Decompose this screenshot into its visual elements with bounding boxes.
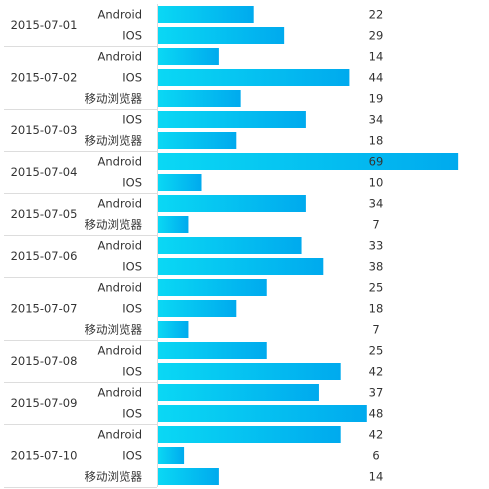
bar xyxy=(158,363,341,380)
bar xyxy=(158,216,189,233)
value-label: 18 xyxy=(369,134,384,148)
bar xyxy=(158,384,319,401)
category-label: Android xyxy=(98,239,142,253)
bar xyxy=(158,132,237,149)
bars xyxy=(158,6,459,485)
category-label: IOS xyxy=(122,365,142,379)
bar xyxy=(158,468,219,485)
bar xyxy=(158,447,185,464)
value-label: 37 xyxy=(369,386,384,400)
value-label: 69 xyxy=(369,155,384,169)
date-label: 2015-07-02 xyxy=(11,71,78,85)
value-label: 7 xyxy=(372,218,379,232)
value-label: 18 xyxy=(369,302,384,316)
category-label: IOS xyxy=(122,260,142,274)
value-label: 44 xyxy=(369,71,384,85)
category-label: 移动浏览器 xyxy=(85,218,143,232)
category-label: 移动浏览器 xyxy=(85,470,143,484)
date-label: 2015-07-07 xyxy=(11,302,78,316)
value-label: 48 xyxy=(369,407,384,421)
value-label: 7 xyxy=(372,323,379,337)
date-label: 2015-07-10 xyxy=(11,449,78,463)
category-label: Android xyxy=(98,386,142,400)
category-label: Android xyxy=(98,8,142,22)
category-label: Android xyxy=(98,155,142,169)
bar xyxy=(158,405,367,422)
category-label: IOS xyxy=(122,449,142,463)
date-label: 2015-07-08 xyxy=(11,354,78,368)
date-label: 2015-07-06 xyxy=(11,249,78,263)
category-label: 移动浏览器 xyxy=(85,92,143,106)
bar xyxy=(158,6,254,23)
bar xyxy=(158,90,241,107)
value-label: 34 xyxy=(369,113,384,127)
category-label: IOS xyxy=(122,407,142,421)
value-label: 10 xyxy=(369,176,384,190)
value-label: 33 xyxy=(369,239,384,253)
value-label: 14 xyxy=(369,50,384,64)
category-label: Android xyxy=(98,344,142,358)
bar xyxy=(158,300,237,317)
grid-lines xyxy=(4,4,158,488)
value-label: 19 xyxy=(369,92,384,106)
value-label: 6 xyxy=(372,449,379,463)
category-label: 移动浏览器 xyxy=(85,323,143,337)
date-label: 2015-07-01 xyxy=(11,18,78,32)
category-label: IOS xyxy=(122,113,142,127)
bar xyxy=(158,426,341,443)
bar xyxy=(158,111,306,128)
category-label: IOS xyxy=(122,302,142,316)
value-label: 25 xyxy=(369,281,384,295)
bar xyxy=(158,48,219,65)
date-label: 2015-07-09 xyxy=(11,396,78,410)
category-label: Android xyxy=(98,281,142,295)
date-label: 2015-07-03 xyxy=(11,123,78,137)
category-label: 移动浏览器 xyxy=(85,134,143,148)
value-label: 42 xyxy=(369,365,384,379)
bar xyxy=(158,69,350,86)
value-label: 25 xyxy=(369,344,384,358)
bar xyxy=(158,153,459,170)
bar xyxy=(158,27,285,44)
bar xyxy=(158,195,306,212)
category-label: Android xyxy=(98,197,142,211)
bar xyxy=(158,174,202,191)
value-label: 34 xyxy=(369,197,384,211)
category-label: IOS xyxy=(122,176,142,190)
bar xyxy=(158,279,267,296)
value-label: 22 xyxy=(369,8,384,22)
date-label: 2015-07-05 xyxy=(11,207,78,221)
bar xyxy=(158,342,267,359)
bar xyxy=(158,258,324,275)
bar xyxy=(158,237,302,254)
labels: 2015-07-01 Android 22 IOS 29 2015-07-02 Androi… xyxy=(11,8,384,484)
category-label: Android xyxy=(98,50,142,64)
value-label: 29 xyxy=(369,29,384,43)
category-label: IOS xyxy=(122,71,142,85)
bar xyxy=(158,321,189,338)
value-label: 38 xyxy=(369,260,384,274)
date-label: 2015-07-04 xyxy=(11,165,78,179)
value-label: 14 xyxy=(369,470,384,484)
category-label: IOS xyxy=(122,29,142,43)
category-label: Android xyxy=(98,428,142,442)
value-label: 42 xyxy=(369,428,384,442)
